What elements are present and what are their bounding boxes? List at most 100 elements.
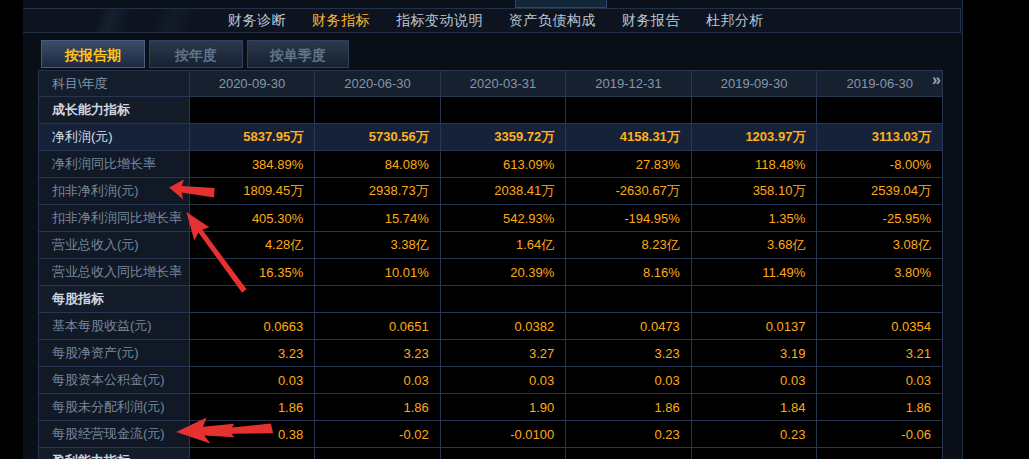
value-cell: 4.28亿 bbox=[189, 232, 315, 259]
value-cell: 3.23 bbox=[315, 340, 441, 367]
value-cell: 3.80% bbox=[817, 259, 943, 286]
value-cell: -0.02 bbox=[315, 421, 441, 448]
value-cell: 11.49% bbox=[691, 259, 817, 286]
value-cell: 3.21 bbox=[817, 340, 943, 367]
value-cell: -0.06 bbox=[817, 421, 943, 448]
more-columns-icon[interactable]: » bbox=[932, 71, 939, 89]
row-label: 净利润(元) bbox=[39, 124, 190, 151]
value-cell: 1203.97万 bbox=[691, 124, 817, 151]
value-cell: -25.95% bbox=[817, 205, 943, 232]
table-row[interactable]: 扣非净利润同比增长率405.30%15.74%542.93%-194.95%1.… bbox=[39, 205, 943, 232]
value-cell: 1.90 bbox=[440, 394, 566, 421]
row-label: 每股指标 bbox=[39, 286, 190, 313]
table-row[interactable]: 成长能力指标 bbox=[39, 97, 943, 124]
value-cell: 1809.45万 bbox=[189, 178, 315, 205]
value-cell: 5837.95万 bbox=[189, 124, 315, 151]
tab-by-single-quarter[interactable]: 按单季度 bbox=[247, 40, 349, 68]
period-tabs: 按报告期按年度按单季度 bbox=[41, 40, 349, 68]
value-cell: 384.89% bbox=[189, 151, 315, 178]
value-cell: 8.23亿 bbox=[566, 232, 692, 259]
table-row[interactable]: 每股资本公积金(元)0.030.030.030.030.030.03 bbox=[39, 367, 943, 394]
value-cell: 0.0651 bbox=[315, 313, 441, 340]
value-cell: 3.08亿 bbox=[817, 232, 943, 259]
nav-item-financial-diagnosis[interactable]: 财务诊断 bbox=[228, 12, 286, 30]
table-header-row: 科目\年度 2020-09-302020-06-302020-03-312019… bbox=[39, 71, 943, 97]
value-cell: -194.95% bbox=[566, 205, 692, 232]
table-row[interactable]: 每股经营现金流(元)0.38-0.02-0.01000.230.23-0.06 bbox=[39, 421, 943, 448]
value-cell: 3.19 bbox=[691, 340, 817, 367]
table-row[interactable]: 营业总收入(元)4.28亿3.38亿1.64亿8.23亿3.68亿3.08亿 bbox=[39, 232, 943, 259]
row-label: 基本每股收益(元) bbox=[39, 313, 190, 340]
partial-tab-above bbox=[515, 0, 607, 8]
nav-item-dupont-analysis[interactable]: 杜邦分析 bbox=[706, 12, 764, 30]
value-cell: 27.83% bbox=[566, 151, 692, 178]
value-cell bbox=[189, 448, 315, 459]
value-cell bbox=[691, 97, 817, 124]
value-cell bbox=[817, 286, 943, 313]
row-label: 每股未分配利润(元) bbox=[39, 394, 190, 421]
table-row[interactable]: 扣非净利润(元)1809.45万2938.73万2038.41万-2630.67… bbox=[39, 178, 943, 205]
nav-bar-items: 财务诊断 财务指标 指标变动说明 资产负债构成 财务报告 杜邦分析 bbox=[228, 12, 764, 30]
table-row[interactable]: 净利润同比增长率384.89%84.08%613.09%27.83%118.48… bbox=[39, 151, 943, 178]
value-cell: 3.23 bbox=[189, 340, 315, 367]
value-cell: 3.23 bbox=[566, 340, 692, 367]
value-cell: 3.68亿 bbox=[691, 232, 817, 259]
value-cell: 1.84 bbox=[691, 394, 817, 421]
table-row[interactable]: 每股未分配利润(元)1.861.861.901.861.841.86 bbox=[39, 394, 943, 421]
tab-by-year[interactable]: 按年度 bbox=[149, 40, 243, 68]
value-cell: 0.03 bbox=[189, 367, 315, 394]
value-cell bbox=[315, 448, 441, 459]
value-cell: 1.86 bbox=[315, 394, 441, 421]
nav-item-financial-report[interactable]: 财务报告 bbox=[622, 12, 680, 30]
value-cell bbox=[440, 448, 566, 459]
value-cell: -8.00% bbox=[817, 151, 943, 178]
row-label: 每股净资产(元) bbox=[39, 340, 190, 367]
corner-header-cell: 科目\年度 bbox=[39, 71, 190, 97]
value-cell: 118.48% bbox=[691, 151, 817, 178]
top-clipped-strip bbox=[23, 0, 962, 8]
row-label: 每股经营现金流(元) bbox=[39, 421, 190, 448]
value-cell: 0.23 bbox=[566, 421, 692, 448]
value-cell bbox=[817, 448, 943, 459]
value-cell bbox=[315, 97, 441, 124]
value-cell bbox=[566, 448, 692, 459]
row-label: 扣非净利润同比增长率 bbox=[39, 205, 190, 232]
value-cell: 4158.31万 bbox=[566, 124, 692, 151]
value-cell bbox=[566, 97, 692, 124]
value-cell bbox=[691, 286, 817, 313]
nav-item-financial-indicators[interactable]: 财务指标 bbox=[312, 12, 370, 30]
value-cell: 5730.56万 bbox=[315, 124, 441, 151]
value-cell bbox=[691, 448, 817, 459]
table-row[interactable]: 基本每股收益(元)0.06630.06510.03820.04730.01370… bbox=[39, 313, 943, 340]
nav-item-indicator-change-notes[interactable]: 指标变动说明 bbox=[396, 12, 483, 30]
value-cell bbox=[189, 97, 315, 124]
value-cell: 1.35% bbox=[691, 205, 817, 232]
value-cell: 542.93% bbox=[440, 205, 566, 232]
value-cell: 1.86 bbox=[566, 394, 692, 421]
value-cell: 2539.04万 bbox=[817, 178, 943, 205]
value-cell: 2938.73万 bbox=[315, 178, 441, 205]
value-cell: 0.03 bbox=[691, 367, 817, 394]
value-cell: 0.0473 bbox=[566, 313, 692, 340]
table-row[interactable]: 每股净资产(元)3.233.233.273.233.193.21 bbox=[39, 340, 943, 367]
value-cell: 0.38 bbox=[189, 421, 315, 448]
nav-item-balance-sheet-structure[interactable]: 资产负债构成 bbox=[509, 12, 596, 30]
row-label: 盈利能力指标 bbox=[39, 448, 190, 459]
value-cell: -2630.67万 bbox=[566, 178, 692, 205]
row-label: 营业总收入同比增长率 bbox=[39, 259, 190, 286]
column-header: 2020-06-30 bbox=[315, 71, 441, 97]
tab-by-report-period[interactable]: 按报告期 bbox=[41, 40, 145, 68]
value-cell: 8.16% bbox=[566, 259, 692, 286]
table-row[interactable]: 净利润(元)5837.95万5730.56万3359.72万4158.31万12… bbox=[39, 124, 943, 151]
value-cell: 16.35% bbox=[189, 259, 315, 286]
row-label: 扣非净利润(元) bbox=[39, 178, 190, 205]
value-cell: -0.0100 bbox=[440, 421, 566, 448]
value-cell: 0.03 bbox=[817, 367, 943, 394]
table-row[interactable]: 营业总收入同比增长率16.35%10.01%20.39%8.16%11.49%3… bbox=[39, 259, 943, 286]
value-cell: 0.0663 bbox=[189, 313, 315, 340]
value-cell: 3359.72万 bbox=[440, 124, 566, 151]
table-row[interactable]: 盈利能力指标 bbox=[39, 448, 943, 459]
value-cell: 358.10万 bbox=[691, 178, 817, 205]
table-row[interactable]: 每股指标 bbox=[39, 286, 943, 313]
value-cell: 0.23 bbox=[691, 421, 817, 448]
